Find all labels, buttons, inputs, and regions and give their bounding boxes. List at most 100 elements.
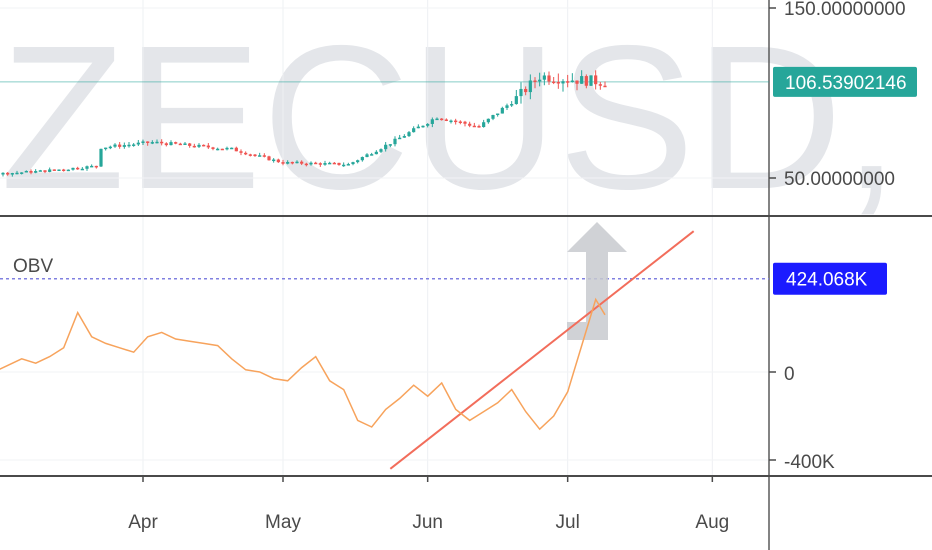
candle-body — [323, 163, 327, 165]
candle-body — [258, 155, 262, 157]
candle-body — [528, 80, 532, 93]
candle-body — [234, 147, 238, 152]
candle-body — [150, 142, 154, 144]
candle-body — [281, 162, 285, 164]
candle-body — [547, 75, 551, 82]
candle-body — [351, 162, 355, 165]
obv-trendline[interactable] — [389, 230, 695, 470]
candle-body — [295, 161, 299, 164]
candle-body — [155, 141, 159, 144]
candle-body — [244, 152, 248, 155]
candle-body — [584, 76, 588, 86]
candle-body — [202, 144, 206, 147]
current-price-badge: 106.53902146 — [773, 66, 917, 97]
candle-body — [510, 104, 514, 106]
candle-body — [286, 161, 290, 164]
obv-pane[interactable]: OBV — [0, 222, 769, 470]
candle-body — [440, 118, 444, 121]
candle-body — [178, 143, 182, 146]
price-pane[interactable] — [0, 70, 769, 182]
candle-body — [127, 144, 131, 147]
candle-body — [188, 143, 192, 146]
candle-body — [216, 148, 220, 151]
candle-body — [580, 76, 584, 84]
candle-body — [118, 144, 122, 147]
price-axis[interactable]: 150.00000000 50.00000000 — [769, 0, 906, 190]
candle-body — [76, 167, 80, 170]
candle-body — [491, 115, 495, 119]
candle-body — [43, 170, 47, 172]
candle-body — [561, 81, 565, 84]
candle-body — [566, 81, 570, 83]
candle-body — [62, 169, 66, 172]
arrow-shape — [567, 222, 627, 340]
candle-body — [407, 132, 411, 137]
candle-body — [421, 125, 425, 128]
candle-body — [90, 165, 94, 168]
candle-body — [304, 163, 308, 166]
candle-body — [66, 169, 70, 172]
symbol-watermark: ZECUSD, 1D — [0, 3, 932, 232]
candle-body — [104, 147, 108, 150]
candle-body — [160, 141, 164, 144]
candle-body — [48, 169, 52, 172]
candle-body — [108, 146, 112, 149]
candle-body — [500, 107, 504, 114]
candle-body — [318, 163, 322, 165]
time-axis[interactable]: Apr May Jun Jul Aug — [128, 476, 729, 533]
candle-body — [253, 154, 257, 157]
obv-label: OBV — [13, 256, 53, 277]
candle-body — [589, 75, 593, 86]
candle-body — [598, 84, 602, 86]
candle-body — [211, 147, 215, 149]
candle-body — [132, 144, 136, 146]
current-price-label: 106.53902146 — [785, 73, 907, 94]
candle-body — [356, 160, 360, 163]
obv-axis[interactable]: 0 -400K — [769, 364, 835, 473]
candle-body — [220, 148, 224, 151]
candle-body — [57, 169, 61, 172]
candle-body — [365, 154, 369, 158]
obv-tick-label: 0 — [784, 364, 795, 385]
candle-body — [174, 142, 178, 144]
price-tick-label: 150.00000000 — [784, 0, 906, 20]
candle-body — [332, 162, 336, 165]
obv-value-label: 424.068K — [786, 270, 868, 291]
candle-body — [552, 81, 556, 84]
candle-body — [505, 105, 509, 108]
obv-value-badge: 424.068K — [773, 262, 887, 295]
candle-body — [225, 147, 229, 150]
candle-body — [556, 82, 560, 84]
candle-body — [267, 156, 271, 161]
candle-body — [314, 162, 318, 165]
candle-body — [300, 161, 304, 164]
candle-body — [309, 162, 313, 165]
candle-body — [337, 162, 341, 165]
candle-body — [514, 96, 518, 105]
candle-body — [468, 123, 472, 126]
candle-body — [342, 164, 346, 167]
candle-body — [384, 144, 388, 150]
candle-body — [594, 75, 598, 85]
candle-body — [15, 172, 19, 175]
candle-body — [398, 137, 402, 140]
candle-body — [146, 141, 150, 143]
candle-body — [248, 154, 252, 156]
candle-body — [38, 170, 42, 172]
candle-body — [477, 126, 481, 128]
price-tick-label: 50.00000000 — [784, 169, 895, 190]
candle-body — [20, 172, 24, 174]
candle-body — [538, 79, 542, 82]
candle-body — [542, 75, 546, 80]
candle-body — [34, 171, 38, 173]
candle-body — [603, 85, 607, 88]
candle-body — [524, 88, 528, 93]
candle-body — [533, 80, 537, 83]
candle-body — [435, 118, 439, 121]
candle-body — [360, 157, 364, 161]
candle-body — [192, 145, 196, 148]
candle-body — [328, 162, 332, 165]
time-tick-label: Aug — [695, 512, 729, 533]
candle-body — [276, 159, 280, 163]
